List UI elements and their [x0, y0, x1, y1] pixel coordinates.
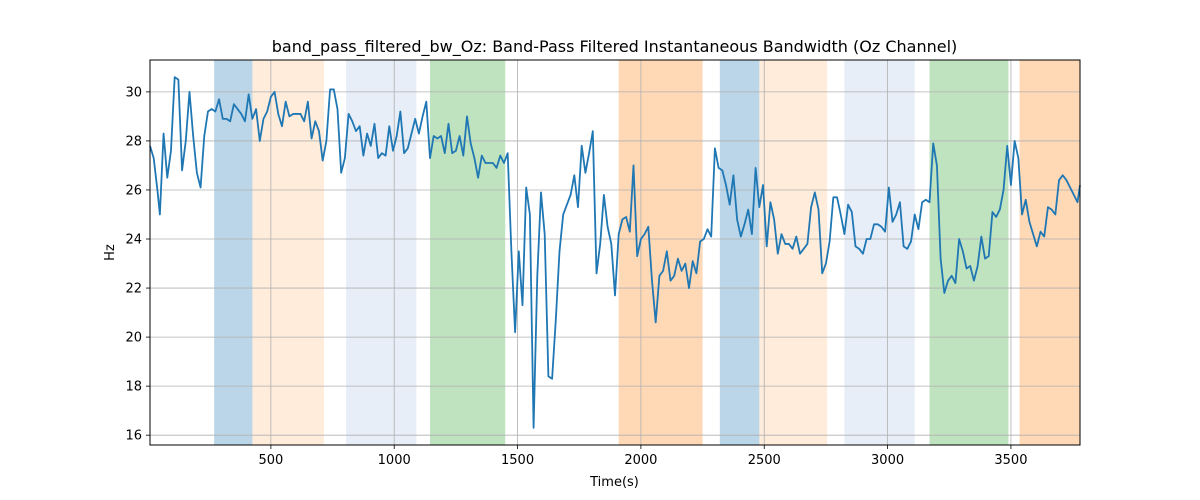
- y-tick-label: 16: [125, 429, 142, 444]
- x-tick-label: 2500: [748, 453, 781, 468]
- shaded-band-3: [346, 60, 417, 445]
- x-tick-label: 2000: [624, 453, 657, 468]
- shaded-band-7: [759, 60, 828, 445]
- shaded-band-5: [618, 60, 703, 445]
- shaded-band-10: [1019, 60, 1080, 445]
- x-tick-label: 500: [258, 453, 283, 468]
- y-tick-label: 22: [125, 282, 142, 297]
- shaded-band-6: [719, 60, 760, 445]
- y-tick-label: 20: [125, 331, 142, 346]
- shaded-band-1: [214, 60, 253, 445]
- y-tick-label: 24: [125, 233, 142, 248]
- shaded-bands: [214, 60, 1080, 445]
- y-axis: 16 18 20 22 24 26 28 30: [125, 85, 150, 444]
- x-tick-label: 3000: [871, 453, 904, 468]
- x-tick-label: 1500: [501, 453, 534, 468]
- shaded-band-2: [252, 60, 324, 445]
- shaded-band-9: [929, 60, 1009, 445]
- y-tick-label: 26: [125, 183, 142, 198]
- x-axis: 500 1000 1500 2000 2500 3000 3500: [258, 445, 1027, 468]
- series-layer: [149, 76, 1081, 429]
- y-tick-label: 18: [125, 380, 142, 395]
- x-tick-label: 3500: [994, 453, 1027, 468]
- y-tick-label: 30: [125, 85, 142, 100]
- shaded-band-8: [844, 60, 915, 445]
- chart-title: band_pass_filtered_bw_Oz: Band-Pass Filt…: [272, 37, 958, 57]
- x-axis-label: Time(s): [589, 475, 639, 490]
- y-tick-label: 28: [125, 134, 142, 149]
- series-line-1: [149, 76, 1081, 429]
- x-tick-label: 1000: [378, 453, 411, 468]
- plot-frame: [149, 59, 1081, 446]
- y-axis-label: Hz: [103, 244, 118, 261]
